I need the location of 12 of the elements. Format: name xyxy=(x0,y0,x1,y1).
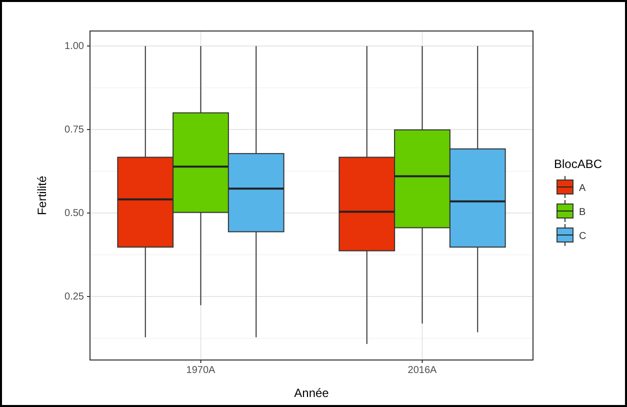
y-tick-label: 0.50 xyxy=(64,208,84,220)
x-tick-label: 2016A xyxy=(408,365,438,376)
legend-label: A xyxy=(579,183,586,194)
legend-title: BlocABC xyxy=(554,157,602,171)
y-tick-label: 0.75 xyxy=(64,124,84,136)
y-axis-title: Fertilité xyxy=(35,176,49,216)
y-tick-label: 1.00 xyxy=(64,41,84,52)
x-tick-label: 1970A xyxy=(186,365,216,376)
x-axis-title: Année xyxy=(294,386,330,400)
y-tick-label: 0.25 xyxy=(64,292,84,303)
legend-label: B xyxy=(579,207,586,218)
legend-label: C xyxy=(579,231,586,242)
